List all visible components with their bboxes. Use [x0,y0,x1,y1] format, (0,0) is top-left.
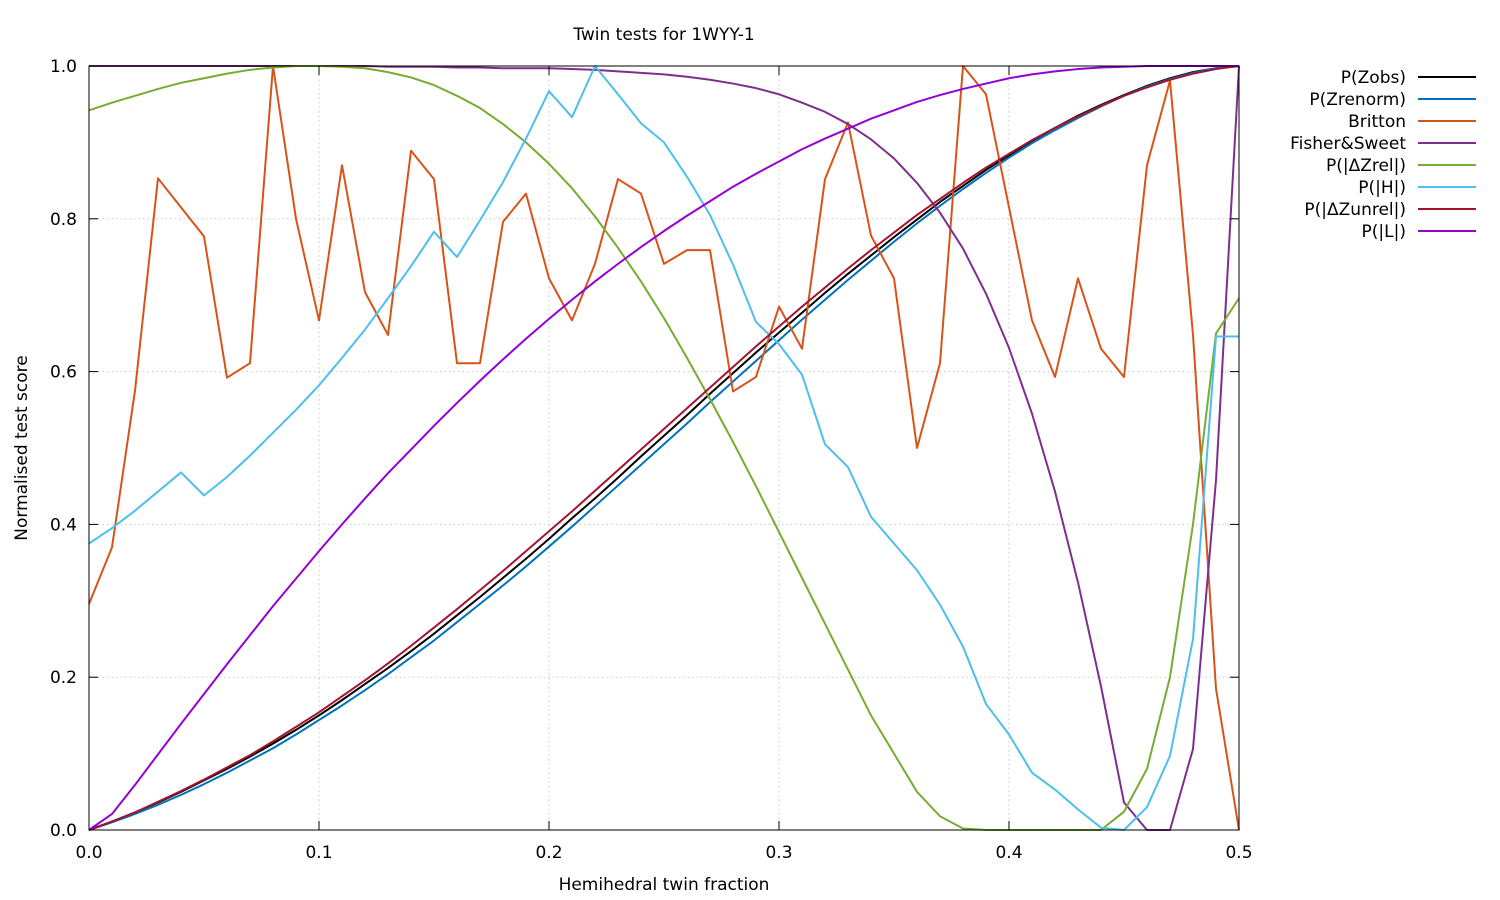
chart-title: Twin tests for 1WYY-1 [572,25,754,45]
legend-label-p-zrel: P(|ΔZrel|) [1326,156,1406,176]
y-tick-label: 0.4 [50,515,77,535]
grid [89,66,1239,830]
legend-label-britton: Britton [1348,112,1406,132]
y-tick-label: 0.0 [50,821,77,841]
series-line-p-zrenorm [88,65,1240,831]
legend-label-fisher-sweet: Fisher&Sweet [1290,134,1406,154]
series-line-britton [88,65,1240,831]
series-line-p-h [88,65,1239,831]
series-line-fisher-sweet [89,65,1240,831]
x-tick-label: 0.4 [995,843,1022,863]
legend-label-p-l: P(|L|) [1362,222,1406,242]
series-line-p-zrel [88,65,1240,831]
x-tick-label: 0.0 [75,843,102,863]
series-line-p-zobs [88,65,1240,831]
x-axis-label: Hemihedral twin fraction [559,875,770,895]
legend-label-p-zunrel: P(|ΔZunrel|) [1304,200,1406,220]
y-tick-label: 0.2 [50,668,77,688]
x-tick-label: 0.5 [1225,843,1252,863]
series-layer [88,65,1240,831]
series-line-p-zunrel [88,65,1240,831]
x-tick-label: 0.2 [535,843,562,863]
y-tick-label: 0.6 [50,363,77,383]
legend-label-p-zobs: P(Zobs) [1341,68,1406,88]
x-tick-label: 0.1 [305,843,332,863]
y-tick-label: 0.8 [50,210,77,230]
legend-label-p-h: P(|H|) [1358,178,1406,198]
y-axis-label: Normalised test score [12,355,32,540]
x-tick-label: 0.3 [765,843,792,863]
axis-ticks: 0.0 0.1 0.2 0.3 0.4 0.5 0.0 0.2 0.4 0.6 0.8 1.0 [50,57,1253,863]
legend: P(Zobs)P(Zrenorm)BrittonFisher&SweetP(|Δ… [1290,68,1476,242]
y-tick-label: 1.0 [50,57,77,77]
legend-label-p-zrenorm: P(Zrenorm) [1309,90,1406,110]
plot-frame [88,65,1240,831]
series-line-p-l [88,65,1239,831]
